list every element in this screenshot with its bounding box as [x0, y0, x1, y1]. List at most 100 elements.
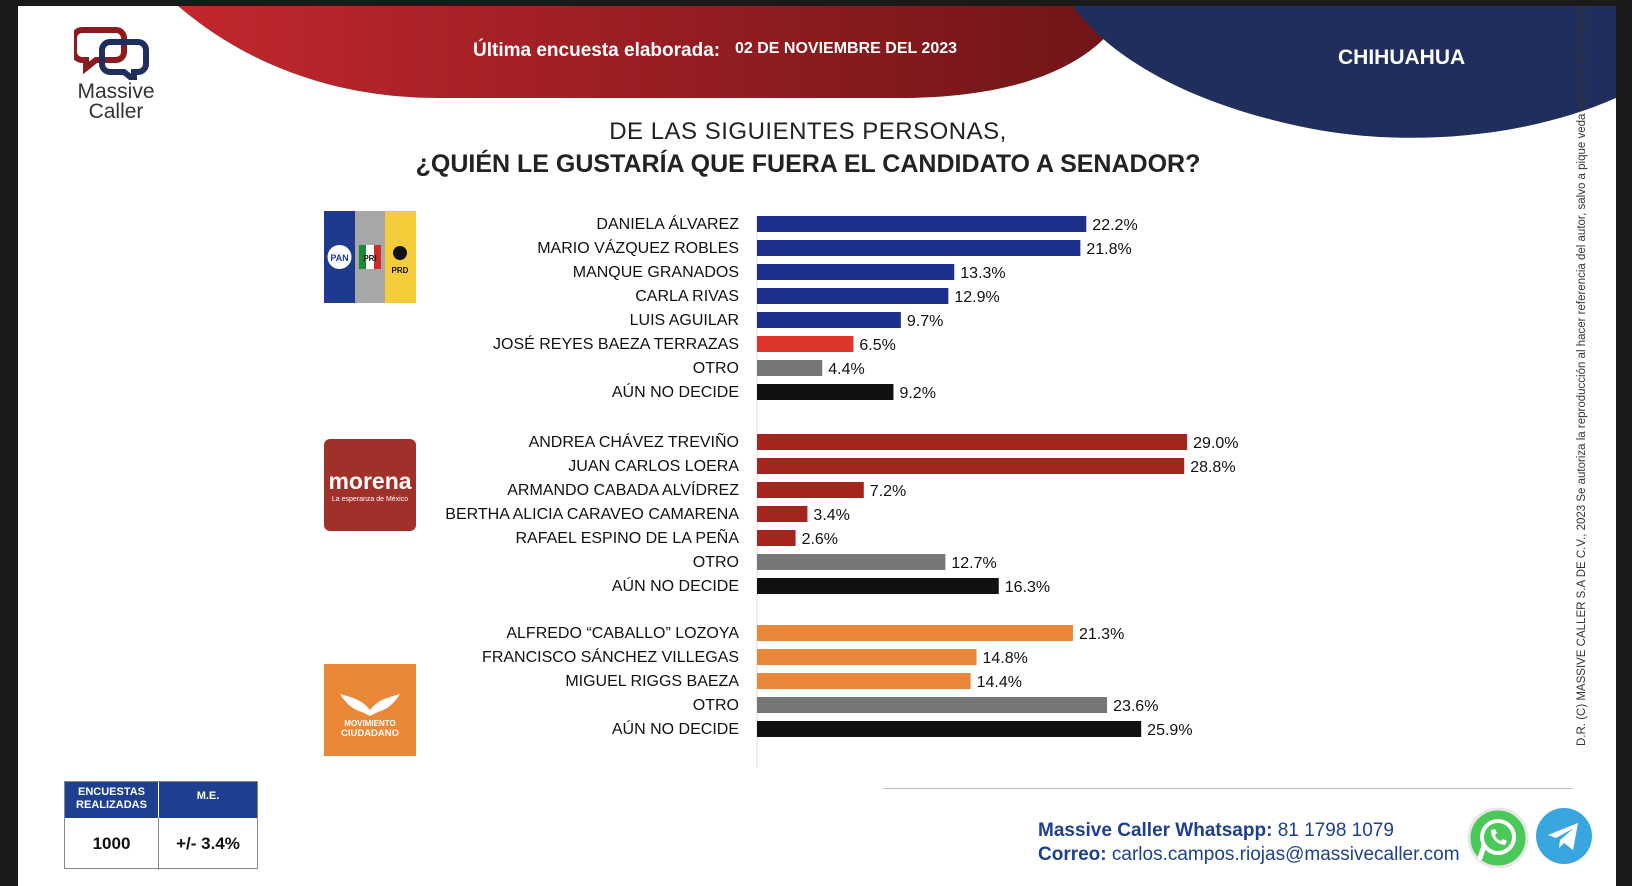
category-label: OTRO [693, 360, 739, 377]
value-label: 9.7% [907, 313, 943, 330]
brand-name-line1: Massive [77, 80, 155, 103]
bar [757, 578, 999, 594]
value-label: 25.9% [1147, 722, 1192, 739]
question-line-1: DE LAS SIGUIENTES PERSONAS, [609, 118, 1007, 145]
value-label: 16.3% [1005, 579, 1050, 596]
email-contact: Correo: carlos.campos.riojas@massivecall… [1038, 844, 1460, 866]
value-label: 28.8% [1190, 459, 1235, 476]
value-label: 4.4% [828, 361, 864, 378]
legal-text: D.R. (C) MASSIVE CALLER S.A DE C.V., 202… [1576, 6, 1588, 746]
category-label: AÚN NO DECIDE [612, 382, 739, 401]
category-label: AÚN NO DECIDE [612, 719, 739, 738]
header-navy-band [1073, 6, 1616, 138]
value-label: 23.6% [1113, 698, 1158, 715]
slide: Massive Caller Última encuesta elaborada… [18, 6, 1616, 886]
category-label: DANIELA ÁLVAREZ [596, 214, 739, 233]
category-label: BERTHA ALICIA CARAVEO CAMARENA [445, 506, 739, 523]
category-label: MANQUE GRANADOS [573, 264, 739, 281]
whatsapp-icon[interactable] [1466, 806, 1530, 870]
legal-notice: D.R. (C) MASSIVE CALLER S.A DE C.V., 202… [1575, 6, 1595, 746]
bar [757, 506, 808, 522]
value-label: 14.8% [983, 650, 1028, 667]
eagle-icon [340, 694, 400, 716]
surveys-header: ENCUESTAS REALIZADAS [65, 782, 159, 818]
value-label: 3.4% [813, 507, 849, 524]
category-label: ALFREDO “CABALLO” LOZOYA [506, 625, 739, 642]
brand-name-line2: Caller [88, 100, 144, 123]
bar [757, 264, 955, 280]
value-label: 12.9% [954, 289, 999, 306]
bar [757, 434, 1188, 450]
category-label: JUAN CARLOS LOERA [568, 458, 739, 475]
pan-text: PAN [330, 253, 348, 263]
pan-pri-prd-logo: PAN PRI PRD [324, 211, 416, 303]
prd-text: PRD [392, 266, 409, 275]
category-label: AÚN NO DECIDE [612, 576, 739, 595]
morena-name: morena [328, 468, 411, 494]
margin-of-error: +/- 3.4% [176, 834, 240, 853]
category-label: OTRO [693, 697, 739, 714]
me-header: M.E. [159, 782, 257, 818]
bar [757, 336, 854, 352]
category-label: LUIS AGUILAR [630, 312, 739, 329]
bar [757, 482, 864, 498]
value-label: 21.3% [1079, 626, 1124, 643]
question-line-2: ¿QUIÉN LE GUSTARÍA QUE FUERA EL CANDIDAT… [415, 150, 1201, 178]
email-label: Correo: [1038, 844, 1107, 865]
survey-date: 02 DE NOVIEMBRE DEL 2023 [735, 40, 958, 57]
bar [757, 721, 1142, 737]
sample-info-table: ENCUESTAS REALIZADAS M.E. 1000 +/- 3.4% [64, 781, 258, 870]
morena-tagline: La esperanza de México [332, 496, 408, 503]
category-label: MARIO VÁZQUEZ ROBLES [537, 238, 739, 257]
whatsapp-contact: Massive Caller Whatsapp: 81 1798 1079 [1038, 820, 1394, 842]
value-label: 7.2% [870, 483, 906, 500]
category-label: CARLA RIVAS [635, 288, 739, 305]
bar [757, 554, 946, 570]
bar [757, 673, 971, 689]
bar [757, 240, 1081, 256]
bar [757, 216, 1087, 232]
surveys-count: 1000 [65, 818, 159, 870]
category-label: JOSÉ REYES BAEZA TERRAZAS [493, 334, 739, 353]
bar [757, 458, 1185, 474]
bar [757, 360, 823, 376]
bar [757, 530, 796, 546]
pri-text: PRI [363, 254, 376, 263]
value-label: 2.6% [802, 531, 838, 548]
category-label: FRANCISCO SÁNCHEZ VILLEGAS [482, 647, 739, 666]
email-address[interactable]: carlos.campos.riojas@massivecaller.com [1111, 844, 1460, 865]
mc-line2: CIUDADANO [341, 728, 399, 739]
bar [757, 288, 949, 304]
value-label: 29.0% [1193, 435, 1238, 452]
mc-line1: MOVIMIENTO [344, 719, 395, 728]
bar [757, 312, 901, 328]
header-red-band [178, 6, 1128, 98]
value-label: 6.5% [859, 337, 895, 354]
value-label: 12.7% [951, 555, 996, 572]
category-label: RAFAEL ESPINO DE LA PEÑA [516, 527, 740, 547]
survey-date-label: Última encuesta elaborada: [473, 40, 721, 61]
value-label: 21.8% [1086, 241, 1131, 258]
value-label: 22.2% [1092, 217, 1137, 234]
bar [757, 384, 894, 400]
value-label: 9.2% [899, 385, 935, 402]
bar [757, 697, 1108, 713]
morena-logo: morena La esperanza de México [324, 439, 416, 531]
bars-layer: DANIELA ÁLVAREZ 22.2% MARIO VÁZQUEZ ROBLES… [445, 214, 1238, 739]
value-label: 14.4% [977, 674, 1022, 691]
telegram-icon[interactable] [1534, 806, 1594, 866]
brand-name: Massive Caller [66, 80, 166, 123]
whatsapp-number[interactable]: 81 1798 1079 [1277, 820, 1394, 841]
bar-chart: PAN PRI PRD morena La esperanza de Méxic… [324, 211, 1239, 768]
value-label: 13.3% [960, 265, 1005, 282]
bar [757, 649, 977, 665]
movimiento-ciudadano-logo: MOVIMIENTO CIUDADANO [324, 664, 416, 756]
whatsapp-label: Massive Caller Whatsapp: [1038, 820, 1273, 841]
footer-divider [883, 788, 1573, 789]
category-label: ARMANDO CABADA ALVÍDREZ [507, 480, 739, 499]
bar [757, 625, 1073, 641]
category-label: OTRO [693, 554, 739, 571]
header-banner [178, 6, 1616, 138]
region-title: CHIHUAHUA [1338, 46, 1466, 69]
category-label: ANDREA CHÁVEZ TREVIÑO [529, 431, 739, 451]
